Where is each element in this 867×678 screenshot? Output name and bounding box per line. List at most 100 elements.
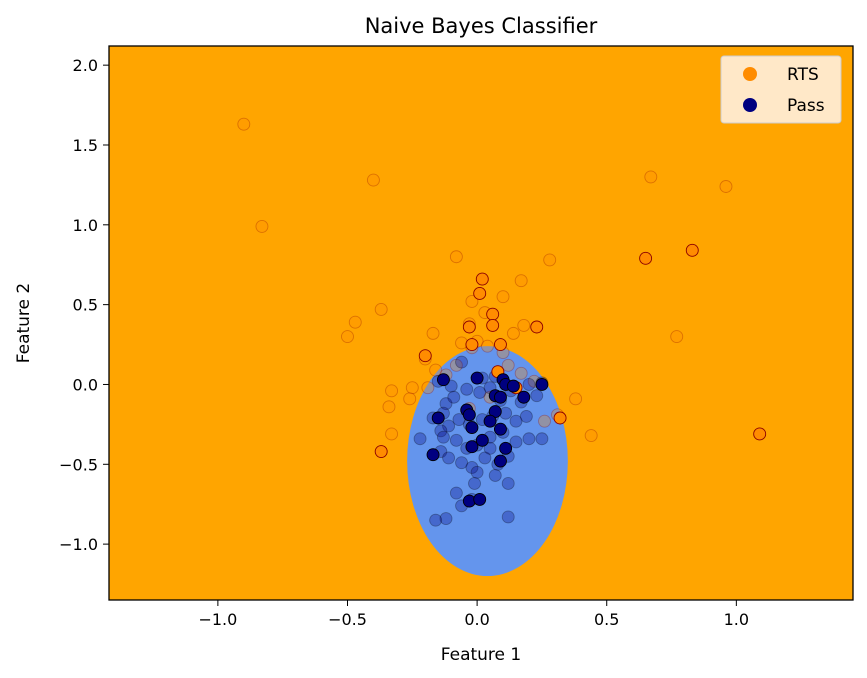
decision-region-pass <box>407 346 568 577</box>
point-pass-test <box>506 379 520 393</box>
point-rts-train <box>366 173 380 187</box>
point-pass-test <box>473 492 487 506</box>
legend-marker-rts <box>743 67 757 81</box>
point-pass-train <box>455 456 469 470</box>
legend-label-pass: Pass <box>787 96 825 116</box>
point-pass-train <box>483 441 497 455</box>
point-rts-train <box>569 392 583 406</box>
point-rts-train <box>374 302 388 316</box>
point-pass-test <box>465 440 479 454</box>
point-pass-train <box>473 385 487 399</box>
point-pass-train <box>442 419 456 433</box>
point-rts-test <box>374 445 388 458</box>
point-rts-train <box>405 381 419 395</box>
point-rts-train <box>348 315 362 329</box>
point-rts-train <box>385 384 399 398</box>
y-axis-label: Feature 2 <box>14 283 34 363</box>
x-tick-label: −1.0 <box>198 610 237 629</box>
point-pass-train <box>436 430 450 444</box>
point-rts-train <box>517 318 531 332</box>
point-pass-test <box>436 373 450 387</box>
point-rts-train <box>514 274 528 288</box>
point-rts-train <box>429 363 443 377</box>
point-pass-train <box>452 413 466 427</box>
y-axis: −1.0 −0.5 0.0 0.5 1.0 1.5 2.0 <box>59 56 109 554</box>
point-rts-test <box>639 251 653 265</box>
point-pass-train <box>522 378 536 391</box>
point-pass-test <box>493 390 507 404</box>
x-axis-label: Feature 1 <box>441 645 521 665</box>
point-rts-train <box>385 427 399 441</box>
point-rts-train <box>449 250 463 264</box>
point-pass-test <box>493 422 507 436</box>
legend-marker-pass <box>743 98 757 112</box>
point-rts-test <box>685 243 699 257</box>
point-pass-test <box>462 408 476 422</box>
point-rts-test <box>418 349 432 363</box>
point-rts-test <box>753 427 767 441</box>
point-pass-train <box>449 433 463 447</box>
point-pass-train <box>509 435 523 449</box>
legend: RTS Pass <box>720 55 842 124</box>
point-rts-train <box>584 429 598 443</box>
point-pass-train <box>413 432 427 446</box>
chart-title: Naive Bayes Classifier <box>365 14 598 38</box>
point-pass-test <box>465 421 479 435</box>
point-pass-train <box>530 389 544 403</box>
point-pass-train <box>449 486 463 500</box>
point-rts-test <box>473 287 487 300</box>
point-rts-train <box>514 366 528 380</box>
point-pass-train <box>434 424 448 438</box>
legend-label-rts: RTS <box>787 65 819 85</box>
point-rts-train <box>481 339 494 353</box>
point-rts-test <box>553 411 567 425</box>
point-pass-test <box>493 454 507 468</box>
x-tick-label: −0.5 <box>328 610 367 629</box>
point-pass-train <box>455 355 469 369</box>
point-pass-train <box>439 397 453 411</box>
point-pass-train <box>478 451 492 465</box>
point-rts-train <box>496 290 510 304</box>
point-pass-test <box>426 448 440 462</box>
y-tick-label: −1.0 <box>59 535 98 554</box>
plot-frame <box>108 45 854 601</box>
point-rts-train <box>421 381 435 395</box>
point-pass-train <box>439 512 453 526</box>
point-pass-train <box>535 432 549 446</box>
y-tick-label: 1.5 <box>73 136 98 155</box>
point-rts-train <box>719 180 733 193</box>
point-rts-train <box>644 170 658 184</box>
x-tick-label: 1.0 <box>724 610 749 629</box>
point-pass-test <box>535 378 549 391</box>
point-pass-train <box>519 409 533 423</box>
point-pass-test <box>470 371 484 385</box>
point-rts-test <box>486 307 500 321</box>
point-pass-train <box>488 469 502 482</box>
point-pass-train <box>468 477 481 490</box>
point-rts-test <box>465 338 479 352</box>
point-pass-train <box>501 477 515 490</box>
x-tick-label: 0.5 <box>594 610 619 629</box>
point-rts-train <box>501 358 515 372</box>
y-tick-label: 2.0 <box>73 56 98 75</box>
point-rts-train <box>341 330 354 344</box>
y-tick-label: 0.5 <box>73 296 98 315</box>
point-rts-train <box>506 326 520 340</box>
point-pass-test <box>517 390 531 404</box>
point-rts-test <box>486 318 500 332</box>
point-rts-train <box>538 414 551 428</box>
point-rts-train <box>403 392 417 406</box>
point-pass-train <box>465 461 479 474</box>
point-pass-test <box>475 433 489 447</box>
point-pass-train <box>447 390 461 404</box>
point-pass-train <box>501 510 515 524</box>
data-points <box>237 117 767 527</box>
point-rts-train <box>382 400 396 414</box>
point-rts-train <box>449 358 463 372</box>
point-pass-test <box>483 414 497 428</box>
point-rts-test <box>493 338 507 352</box>
point-rts-train <box>237 117 251 131</box>
y-tick-label: 0.0 <box>73 375 98 394</box>
point-pass-train <box>470 465 484 479</box>
